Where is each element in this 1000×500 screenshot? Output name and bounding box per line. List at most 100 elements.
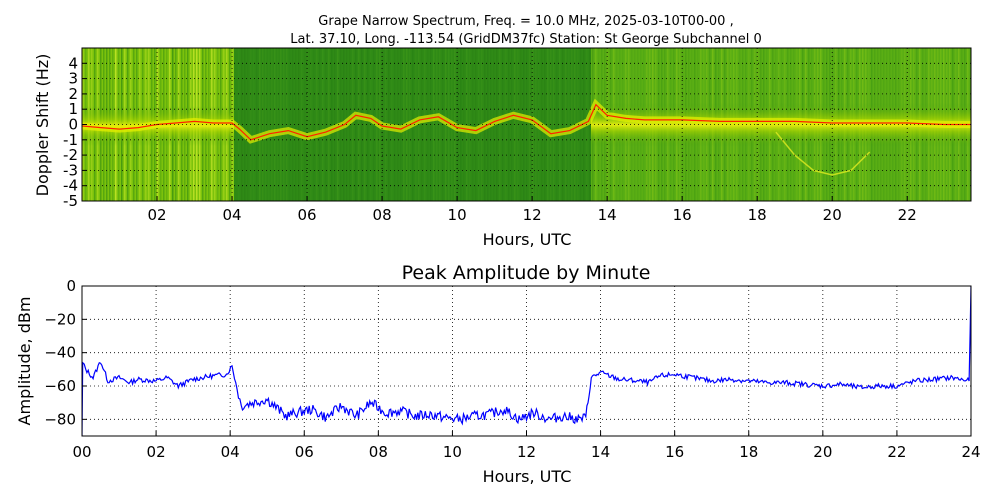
amplitude-series-line xyxy=(82,286,971,436)
spectrogram-stripe xyxy=(505,48,507,201)
spectrogram-stripe xyxy=(517,48,519,201)
spectrogram-stripe xyxy=(367,48,369,201)
spectrogram-stripe xyxy=(544,48,546,201)
spectrogram-y-tick-label: -5 xyxy=(63,192,78,210)
amplitude-x-tick-label: 22 xyxy=(887,443,906,461)
spectrogram-stripe xyxy=(400,48,402,201)
spectrogram-plot-area xyxy=(82,48,971,201)
spectrogram-stripe xyxy=(241,48,243,201)
spectrogram-stripe xyxy=(280,48,282,201)
spectrogram-x-tick-label: 22 xyxy=(898,206,917,224)
spectrum-title-line1: Grape Narrow Spectrum, Freq. = 10.0 MHz,… xyxy=(318,14,733,29)
amplitude-x-tick-label: 04 xyxy=(221,443,240,461)
spectrogram-y-tick-label: 3 xyxy=(68,70,78,88)
spectrogram-y-tick-label: -4 xyxy=(63,177,78,195)
spectrogram-grid xyxy=(82,48,971,201)
spectrogram-x-tick-label: 12 xyxy=(523,206,542,224)
amplitude-x-tick-label: 12 xyxy=(517,443,536,461)
amplitude-plot-background xyxy=(82,286,971,436)
spectrogram-y-tick-label: 0 xyxy=(68,116,78,134)
spectrogram-y-axis-label: Doppler Shift (Hz) xyxy=(33,54,52,197)
spectrogram-stripe xyxy=(565,48,567,201)
spectrogram-y-tick-label: 4 xyxy=(68,54,78,72)
spectrogram-stripe xyxy=(265,48,267,201)
amplitude-x-tick-label: 16 xyxy=(665,443,684,461)
spectrogram-stripe xyxy=(496,48,498,201)
spectrogram-stripe xyxy=(256,48,258,201)
spectrogram-stripe xyxy=(304,48,306,201)
spectrogram-stripe xyxy=(427,48,429,201)
spectrogram-stripe xyxy=(520,48,522,201)
spectrogram-stripe xyxy=(268,48,270,201)
amplitude-x-tick-label: 00 xyxy=(72,443,91,461)
spectrogram-stripe xyxy=(556,48,558,201)
spectrogram-x-tick-label: 16 xyxy=(673,206,692,224)
spectrogram-x-tick-label: 06 xyxy=(298,206,317,224)
spectrogram-stripe xyxy=(439,48,441,201)
amplitude-x-axis-label: Hours, UTC xyxy=(483,467,572,486)
spectrogram-stripe xyxy=(559,48,561,201)
spectrogram-stripe xyxy=(301,48,303,201)
spectrogram-stripe xyxy=(328,48,330,201)
spectrogram-stripe xyxy=(289,48,291,201)
amplitude-y-ticks: 0 −20 −40 −60 −80 xyxy=(44,277,87,428)
spectrogram-stripe xyxy=(424,48,426,201)
amplitude-x-tick-label: 08 xyxy=(369,443,388,461)
spectrogram-stripe xyxy=(463,48,465,201)
spectrogram-stripe xyxy=(460,48,462,201)
spectrogram-x-ticks: 02 04 06 08 10 12 14 16 18 20 22 xyxy=(147,196,917,224)
spectrogram-stripe xyxy=(553,48,555,201)
amplitude-x-tick-label: 24 xyxy=(961,443,980,461)
amplitude-title: Peak Amplitude by Minute xyxy=(402,262,651,284)
spectrogram-stripe xyxy=(508,48,510,201)
spectrogram-x-tick-label: 20 xyxy=(823,206,842,224)
spectrogram-stripe xyxy=(331,48,333,201)
spectrogram-stripe xyxy=(253,48,255,201)
spectrogram-stripe xyxy=(568,48,570,201)
amplitude-y-tick-label: −20 xyxy=(44,310,76,328)
spectrogram-stripe xyxy=(571,48,573,201)
spectrogram-stripe xyxy=(319,48,321,201)
amplitude-x-tick-label: 14 xyxy=(591,443,610,461)
spectrogram-stripe xyxy=(475,48,477,201)
amplitude-y-tick-label: −60 xyxy=(44,377,76,395)
spectrogram-stripe xyxy=(325,48,327,201)
spectrogram-stripe xyxy=(247,48,249,201)
spectrogram-stripe xyxy=(436,48,438,201)
spectrogram-x-tick-label: 02 xyxy=(147,206,166,224)
spectrum-title-line2: Lat. 37.10, Long. -113.54 (GridDM37fc) S… xyxy=(290,32,761,47)
spectrogram-y-tick-label: -1 xyxy=(63,131,78,149)
spectrogram-x-tick-label: 18 xyxy=(748,206,767,224)
amplitude-y-tick-label: 0 xyxy=(66,277,76,295)
amplitude-y-tick-label: −40 xyxy=(44,344,76,362)
spectrogram-y-tick-label: -2 xyxy=(63,146,78,164)
spectrogram-stripe xyxy=(499,48,501,201)
spectrogram-x-axis-label: Hours, UTC xyxy=(483,230,572,249)
amplitude-x-tick-label: 18 xyxy=(739,443,758,461)
spectrogram-stripe xyxy=(295,48,297,201)
spectrogram-stripe xyxy=(283,48,285,201)
amplitude-y-tick-label: −80 xyxy=(44,410,76,428)
spectrogram-stripe xyxy=(316,48,318,201)
spectrogram-stripe xyxy=(433,48,435,201)
spectrogram-stripe xyxy=(511,48,513,201)
spectrogram-stripe xyxy=(244,48,246,201)
spectrogram-stripe xyxy=(472,48,474,201)
spectrogram-stripe xyxy=(271,48,273,201)
spectrogram-stripe xyxy=(307,48,309,201)
spectrogram-stripe xyxy=(547,48,549,201)
amplitude-x-ticks: 00 02 04 06 08 10 12 14 16 18 20 22 24 xyxy=(72,431,981,461)
amplitude-x-tick-label: 10 xyxy=(443,443,462,461)
amplitude-x-tick-label: 02 xyxy=(147,443,166,461)
amplitude-x-tick-label: 06 xyxy=(295,443,314,461)
spectrogram-stripe xyxy=(397,48,399,201)
spectrogram-stripe xyxy=(259,48,261,201)
doppler-trace-line xyxy=(82,103,971,141)
spectrogram-stripe xyxy=(523,48,525,201)
spectrogram-stripe xyxy=(529,48,531,201)
spectrogram-y-tick-label: -3 xyxy=(63,161,78,179)
spectrogram-stripe xyxy=(292,48,294,201)
spectrogram-x-tick-label: 10 xyxy=(448,206,467,224)
